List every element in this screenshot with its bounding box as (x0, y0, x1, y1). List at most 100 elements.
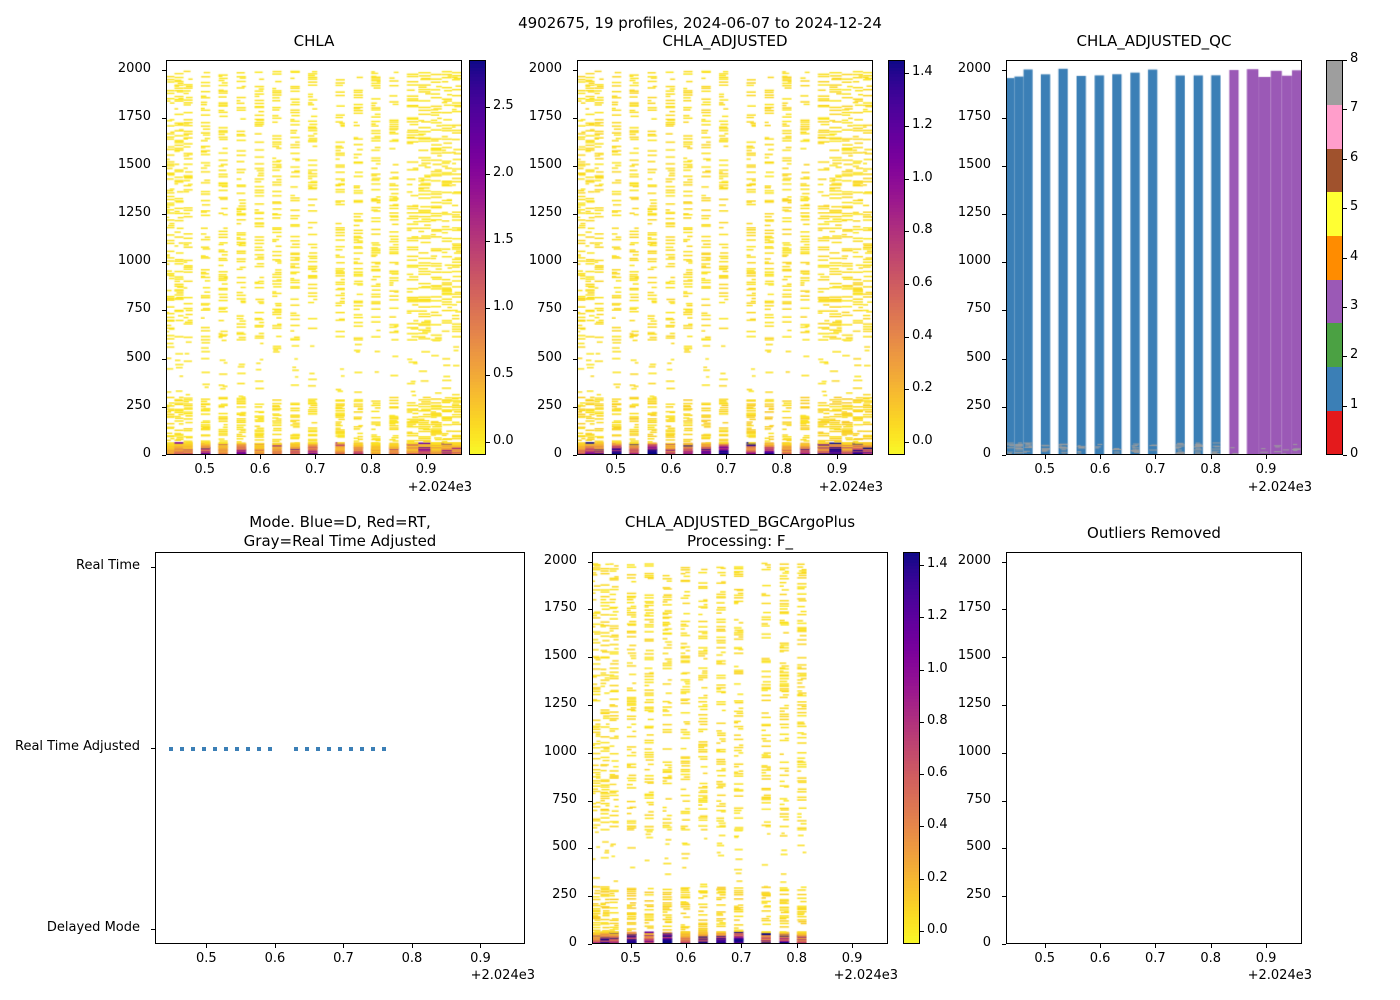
colorbar-segment (904, 718, 919, 723)
colorbar-segment (470, 116, 485, 121)
colorbar-segment (904, 650, 919, 655)
colorbar-segment (889, 447, 904, 452)
colorbar-segment (904, 760, 919, 765)
colorbar-segment (904, 926, 919, 931)
colorbar-segment (904, 692, 919, 697)
chla-adjusted-qc-x-offset-text: +2.024e3 (1247, 480, 1312, 495)
x-tick-mark (1266, 944, 1268, 948)
colorbar-segment (470, 316, 485, 321)
outliers-removed-axes[interactable] (1006, 552, 1302, 944)
colorbar-segment (889, 254, 904, 258)
colorbar-segment (889, 106, 904, 111)
colorbar-tick-label: 1.4 (912, 64, 933, 80)
y-tick-mark (573, 262, 577, 264)
mode-data-point (202, 747, 207, 751)
chla-adjusted-heatmap-axes[interactable] (577, 60, 873, 455)
y-tick-mark (1002, 944, 1006, 945)
colorbar-segment (889, 87, 904, 91)
colorbar-segment (470, 123, 485, 127)
colorbar-tick-mark (905, 125, 909, 127)
colorbar-segment (904, 643, 919, 648)
colorbar-segment (904, 614, 919, 619)
colorbar-segment (904, 783, 919, 788)
x-tick-mark (837, 455, 839, 459)
x-tick-label: 0.6 (675, 951, 697, 966)
colorbar-segment (904, 865, 919, 869)
colorbar-segment (889, 280, 904, 285)
colorbar-segment (904, 699, 919, 703)
qc-colorbar-tick-label: 0 (1350, 446, 1359, 461)
colorbar-segment (889, 349, 904, 353)
colorbar-segment (904, 799, 919, 804)
colorbar-segment (889, 437, 904, 442)
mode-panel-title: Mode. Blue=D, Red=RT, Gray=Real Time Adj… (243, 513, 437, 550)
x-tick-mark (1266, 455, 1268, 459)
chla-x-offset-text: +2.024e3 (407, 480, 472, 495)
y-tick-label: 2000 (528, 60, 562, 76)
colorbar-segment (889, 142, 904, 147)
y-tick-label: 2000 (543, 552, 577, 568)
y-tick-mark (588, 896, 592, 898)
colorbar-segment (889, 372, 904, 376)
y-tick-mark (588, 752, 592, 754)
colorbar-segment (889, 365, 904, 370)
colorbar-segment (470, 77, 485, 82)
colorbar-segment (889, 155, 904, 160)
colorbar-segment (889, 332, 904, 337)
colorbar-tick-mark (486, 173, 490, 175)
colorbar-segment (889, 293, 904, 298)
x-tick-label: 0.8 (1200, 951, 1222, 966)
colorbar-segment (889, 126, 904, 131)
mode-data-point (246, 747, 251, 751)
y-tick-mark (1002, 561, 1006, 563)
colorbar-segment (904, 653, 919, 658)
colorbar-segment (889, 323, 904, 327)
colorbar-segment (470, 93, 485, 98)
y-tick-label: 1750 (543, 600, 577, 616)
y-tick-label: 0 (553, 446, 562, 461)
y-tick-mark (1002, 310, 1006, 312)
colorbar-segment (904, 910, 919, 915)
colorbar-segment (904, 764, 919, 768)
colorbar-segment (889, 362, 904, 367)
colorbar-segment (470, 149, 485, 154)
qc-colorbar-tick-label: 5 (1350, 199, 1359, 215)
colorbar-segment (889, 450, 904, 455)
x-tick-label: 0.5 (1034, 462, 1056, 477)
colorbar-segment (889, 64, 904, 68)
colorbar-segment (904, 634, 919, 638)
colorbar-segment (470, 332, 485, 337)
colorbar-segment (904, 702, 919, 707)
mode-scatter-axes[interactable] (155, 552, 525, 944)
colorbar-tick-label: 1.0 (912, 169, 933, 185)
colorbar-segment (470, 401, 485, 406)
x-tick-label: 0.7 (1145, 951, 1166, 966)
x-tick-label: 0.7 (716, 462, 737, 477)
colorbar-segment (470, 241, 485, 245)
colorbar-segment (470, 214, 485, 219)
y-tick-label: 500 (966, 349, 991, 365)
colorbar-segment (904, 709, 919, 713)
colorbar-segment (889, 434, 904, 439)
colorbar-segment (904, 611, 919, 616)
colorbar-segment (470, 352, 485, 357)
colorbar-segment (904, 842, 919, 846)
mode-data-point (257, 747, 262, 751)
chla-adjusted-qc-heatmap-axes[interactable] (1006, 60, 1302, 455)
x-tick-mark (741, 944, 743, 948)
colorbar-segment (470, 139, 485, 144)
colorbar-tick-label: 1.2 (912, 116, 933, 132)
bgcargoplus-heatmap-axes[interactable] (592, 552, 888, 944)
qc-colorbar-segment (1327, 366, 1342, 411)
colorbar-segment (889, 159, 904, 163)
colorbar-segment (889, 110, 904, 114)
y-tick-mark (573, 358, 577, 360)
chla-heatmap-axes[interactable] (166, 60, 462, 455)
colorbar-segment (889, 388, 904, 393)
y-tick-label: 1000 (543, 743, 577, 759)
mode-data-point (381, 747, 386, 751)
colorbar-segment (470, 270, 485, 275)
colorbar-segment (470, 234, 485, 239)
colorbar-segment (470, 80, 485, 85)
